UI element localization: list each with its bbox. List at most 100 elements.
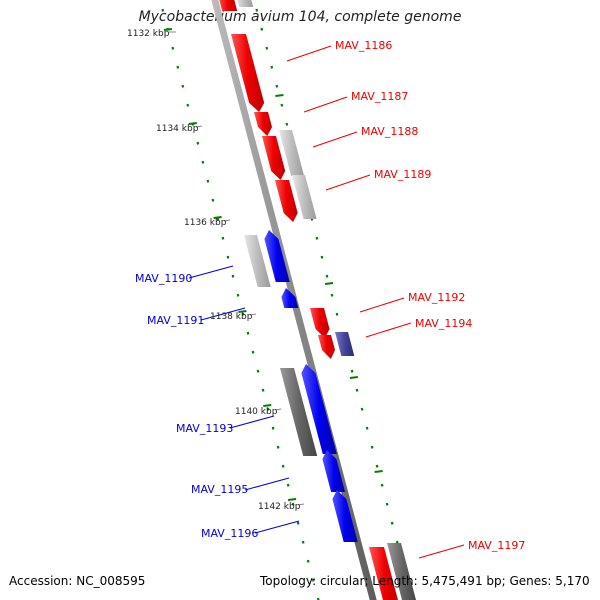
gene-label-mav-1193[interactable]: MAV_1193	[176, 422, 233, 435]
left-track-minor-tick	[186, 103, 190, 107]
left-track-minor-tick	[266, 407, 270, 411]
left-track-minor-tick	[311, 578, 315, 582]
left-track-minor-tick	[306, 559, 310, 563]
scale-leader	[195, 125, 203, 128]
right-track-minor-tick	[335, 312, 339, 316]
left-track-major-tick	[163, 28, 173, 31]
feature-track	[218, 0, 417, 600]
gene-block-mav-1189[interactable]	[275, 180, 298, 222]
feature-block-gray-1190[interactable]	[244, 235, 271, 287]
scale-leader	[274, 408, 282, 411]
label-leaders	[168, 31, 465, 559]
right-track-minor-tick	[265, 46, 269, 50]
gene-label-mav-1188[interactable]: MAV_1188	[361, 125, 418, 138]
genome-summary-text: Topology: circular; Length: 5,475,491 bp…	[260, 574, 590, 588]
left-track-minor-tick	[181, 84, 185, 88]
gene-label-mav-1189[interactable]: MAV_1189	[374, 168, 431, 181]
right-track-minor-tick	[280, 103, 284, 107]
leader-mav-1187	[303, 96, 348, 113]
leader-mav-1195	[244, 477, 290, 491]
right-track-minor-tick	[325, 274, 329, 278]
gene-label-mav-1195[interactable]: MAV_1195	[191, 483, 248, 496]
gene-block-mav-1196[interactable]	[332, 490, 358, 542]
scale-leader	[223, 219, 231, 222]
right-track-major-tick	[275, 94, 284, 97]
leader-mav-1191	[200, 307, 246, 321]
left-track-minor-tick	[281, 464, 285, 468]
right-track-minor-tick	[390, 521, 394, 525]
left-track-major-tick	[238, 310, 247, 313]
right-track-major-tick	[324, 282, 334, 285]
left-track-minor-tick	[176, 65, 180, 69]
feature-block-dark-1193[interactable]	[280, 368, 318, 456]
left-track-minor-tick	[161, 8, 165, 12]
right-track-minor-tick	[360, 407, 364, 411]
right-track-minor-tick	[275, 84, 279, 88]
feature-block-gray-1189[interactable]	[292, 175, 317, 219]
right-track-minor-tick	[285, 122, 289, 126]
leader-mav-1192	[359, 297, 405, 313]
scale-label-1134: 1134 kbp	[156, 124, 199, 134]
scale-leader	[249, 313, 257, 316]
left-track-major-tick	[213, 216, 222, 219]
gene-label-mav-1190[interactable]: MAV_1190	[135, 272, 192, 285]
left-track-minor-tick	[211, 198, 215, 202]
accession-text: Accession: NC_008595	[9, 574, 146, 588]
left-track-major-tick	[188, 122, 197, 125]
gene-block-mav-1195[interactable]	[322, 450, 346, 492]
leader-mav-1189	[325, 174, 371, 191]
feature-block-purple-1194[interactable]	[335, 332, 355, 356]
left-track-minor-tick	[286, 483, 290, 487]
gene-block-mav-1190[interactable]	[264, 230, 290, 282]
gene-block-mav-1187[interactable]	[254, 112, 272, 136]
right-track-major-tick	[374, 470, 383, 473]
leader-mav-1193	[229, 415, 275, 429]
gene-label-mav-1187[interactable]: MAV_1187	[351, 90, 408, 103]
gene-label-mav-1186[interactable]: MAV_1186	[335, 39, 392, 52]
gene-label-mav-1197[interactable]: MAV_1197	[468, 539, 525, 552]
gene-block-mav-1192[interactable]	[310, 308, 330, 338]
left-track-minor-tick	[256, 369, 260, 373]
leader-mav-1196	[254, 520, 300, 534]
left-track-minor-tick	[261, 388, 265, 392]
feature-block-top-a[interactable]	[218, 0, 238, 11]
gene-label-mav-1196[interactable]: MAV_1196	[201, 527, 258, 540]
leader-mav-1186	[286, 45, 332, 62]
left-track-minor-tick	[221, 236, 225, 240]
gene-labels: MAV_1186 MAV_1187 MAV_1188 MAV_1189 MAV_…	[135, 39, 525, 552]
left-track-minor-tick	[246, 331, 250, 335]
left-track-minor-tick	[241, 312, 245, 316]
left-track-minor-tick	[236, 293, 240, 297]
scale-label-1132: 1132 kbp	[127, 29, 170, 39]
right-track-minor-tick	[370, 445, 374, 449]
left-track-major-tick	[287, 498, 297, 501]
right-track-minor-tick	[375, 464, 379, 468]
left-track-minor-tick	[196, 141, 200, 145]
gene-block-mav-1186[interactable]	[231, 34, 265, 112]
scale-labels: 1132 kbp 1134 kbp 1136 kbp 1138 kbp 1140…	[127, 29, 301, 512]
feature-block-dark-1197[interactable]	[387, 543, 417, 600]
gene-block-mav-1188[interactable]	[262, 136, 286, 180]
gene-label-mav-1191[interactable]: MAV_1191	[147, 314, 204, 327]
gene-label-mav-1194[interactable]: MAV_1194	[415, 317, 472, 330]
left-track-minor-tick	[271, 426, 275, 430]
right-track-minor-tick	[350, 369, 354, 373]
leader-mav-1197	[418, 544, 465, 559]
left-track-minor-tick	[201, 160, 205, 164]
gene-block-mav-1193[interactable]	[301, 364, 337, 454]
right-track-minor-tick	[365, 426, 369, 430]
left-track-minor-tick	[231, 274, 235, 278]
leader-mav-1188	[312, 131, 358, 148]
gene-block-mav-1194[interactable]	[318, 335, 335, 359]
right-track-minor-tick	[355, 388, 359, 392]
left-track-minor-tick	[291, 502, 295, 506]
tick-track-left	[161, 8, 320, 600]
right-track-minor-tick	[385, 502, 389, 506]
leader-mav-1190	[188, 265, 234, 279]
gene-label-mav-1192[interactable]: MAV_1192	[408, 291, 465, 304]
feature-block-top-b[interactable]	[236, 0, 254, 7]
gene-block-mav-1197[interactable]	[369, 547, 400, 600]
feature-block-gray-1188[interactable]	[279, 130, 305, 176]
gene-block-mav-1191[interactable]	[281, 288, 299, 308]
